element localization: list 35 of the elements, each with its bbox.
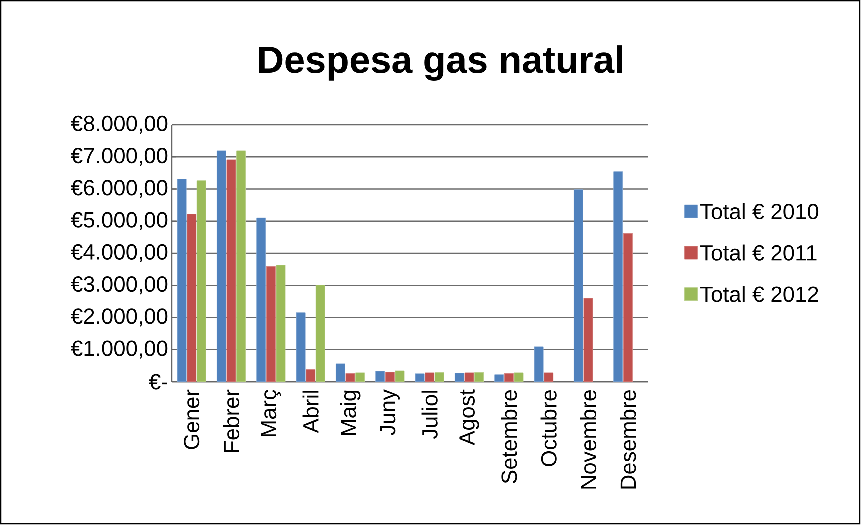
x-tick-label: Octubre (540, 390, 557, 466)
y-tick-label: €8.000,00 (71, 116, 168, 134)
bar (266, 266, 276, 382)
bar (623, 233, 633, 382)
chart-title: Despesa gas natural (259, 46, 622, 82)
x-tick-label: Juliol (422, 390, 438, 440)
x-tick-label: Gener (184, 390, 200, 450)
legend-label: Total € 2010 (700, 203, 819, 220)
x-tick-label: Febrer (223, 390, 240, 452)
x-tick-label: Abril (302, 390, 319, 434)
y-tick-label: €- (149, 374, 168, 390)
bar (216, 150, 226, 382)
x-tick-label: Juny (380, 390, 400, 436)
y-tick-label: €2.000,00 (71, 308, 168, 327)
x-tick-label: Agost (460, 390, 480, 446)
y-tick-label: €6.000,00 (71, 180, 168, 198)
bar (574, 190, 584, 382)
legend-label: Total € 2012 (700, 286, 818, 302)
y-tick-label: €5.000,00 (71, 212, 168, 230)
bar (316, 285, 326, 382)
legend-label: Total € 2011 (700, 244, 817, 261)
x-tick-label: Novembre (580, 390, 597, 489)
y-tick-label: €4.000,00 (71, 244, 168, 263)
y-tick-label: €1.000,00 (71, 340, 168, 359)
bar (236, 150, 246, 382)
y-tick-label: €7.000,00 (71, 148, 168, 166)
bar (196, 180, 206, 382)
x-tick-label: Maig (340, 390, 361, 436)
y-tick-label: €3.000,00 (71, 276, 168, 295)
bar (187, 214, 197, 382)
x-tick-label: Setembre (501, 390, 518, 484)
bar (256, 218, 266, 382)
x-tick-label: Març (261, 390, 282, 436)
bar (614, 172, 624, 382)
x-tick-label: Desembre (620, 390, 636, 489)
